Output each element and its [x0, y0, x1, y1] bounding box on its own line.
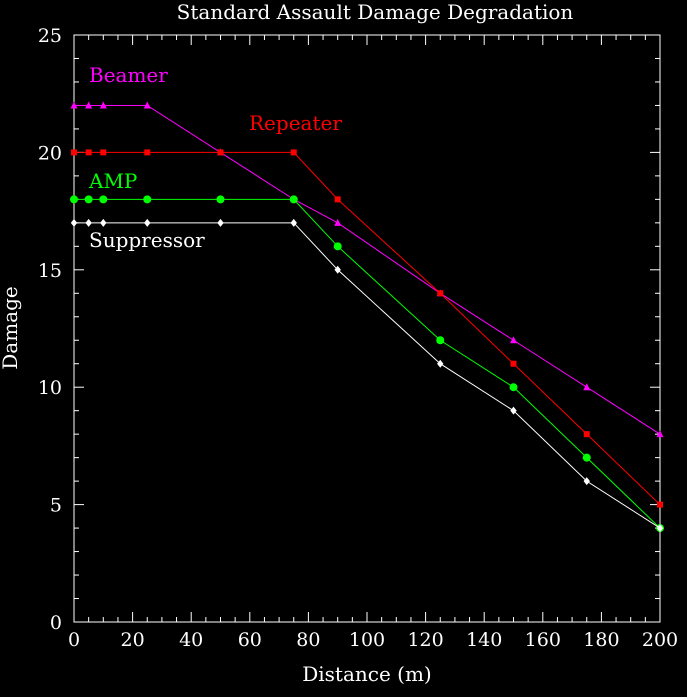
- series-amp: [70, 195, 664, 533]
- data-point-suppressor: [217, 218, 224, 227]
- data-point-beamer: [583, 383, 591, 391]
- x-tick-label: 160: [525, 629, 561, 651]
- data-point-suppressor: [656, 524, 664, 533]
- data-point-beamer: [85, 101, 93, 109]
- y-tick-label: 25: [38, 25, 62, 47]
- x-tick-label: 200: [642, 629, 678, 651]
- x-tick-label: 80: [296, 629, 320, 651]
- data-point-repeater: [437, 290, 444, 297]
- data-point-amp: [70, 195, 78, 204]
- data-point-suppressor: [510, 406, 517, 415]
- data-point-repeater: [144, 149, 151, 156]
- y-tick-label: 20: [38, 142, 62, 164]
- data-point-amp: [143, 195, 152, 204]
- x-tick-label: 120: [407, 629, 443, 651]
- data-point-suppressor: [334, 265, 341, 274]
- data-point-amp: [289, 195, 298, 204]
- data-point-beamer: [99, 101, 107, 109]
- data-point-repeater: [290, 149, 297, 156]
- data-point-amp: [509, 383, 518, 392]
- legend-label-beamer: Beamer: [89, 63, 168, 87]
- data-point-beamer: [510, 336, 517, 344]
- data-point-suppressor: [144, 218, 151, 227]
- legend-label-suppressor: Suppressor: [89, 228, 205, 252]
- x-tick-label: 180: [583, 629, 619, 651]
- data-point-suppressor: [70, 218, 78, 227]
- data-point-amp: [436, 336, 445, 345]
- data-point-repeater: [217, 149, 224, 156]
- data-point-repeater: [583, 431, 590, 438]
- y-tick-label: 15: [38, 260, 62, 282]
- data-point-repeater: [657, 501, 663, 508]
- x-tick-label: 20: [121, 629, 145, 651]
- data-point-suppressor: [85, 218, 92, 227]
- data-point-beamer: [143, 101, 151, 109]
- series-suppressor: [70, 218, 664, 533]
- data-point-suppressor: [583, 477, 590, 486]
- data-point-amp: [84, 195, 93, 204]
- data-point-amp: [99, 195, 108, 204]
- x-tick-label: 140: [466, 629, 502, 651]
- data-point-repeater: [71, 149, 77, 156]
- y-tick-label: 5: [50, 495, 62, 517]
- data-point-beamer: [334, 218, 342, 226]
- x-tick-label: 40: [179, 629, 203, 651]
- y-axis-label: Damage: [0, 286, 22, 370]
- data-point-amp: [333, 242, 342, 251]
- series-repeater: [71, 149, 663, 508]
- x-tick-label: 60: [238, 629, 262, 651]
- data-point-beamer: [656, 430, 664, 438]
- x-tick-label: 0: [68, 629, 80, 651]
- data-point-repeater: [510, 360, 517, 367]
- x-axis-label: Distance (m): [302, 662, 432, 686]
- data-point-suppressor: [100, 218, 107, 227]
- data-point-suppressor: [290, 218, 297, 227]
- data-point-repeater: [334, 196, 341, 203]
- x-tick-label: 100: [349, 629, 385, 651]
- data-point-amp: [582, 453, 591, 462]
- data-point-beamer: [70, 101, 78, 109]
- legend-labels: Beamer Repeater AMP Suppressor: [88, 63, 342, 252]
- data-point-repeater: [85, 149, 92, 156]
- data-point-repeater: [100, 149, 107, 156]
- legend-label-repeater: Repeater: [249, 111, 342, 135]
- axis-ticks: 0 20 40 60 80 100 120 140 160 180 200 0 5 10 15 20 25: [38, 25, 678, 651]
- series-layer: [70, 101, 664, 533]
- chart-title: Standard Assault Damage Degradation: [177, 0, 574, 24]
- y-tick-label: 10: [38, 377, 62, 399]
- data-point-amp: [216, 195, 225, 204]
- data-point-suppressor: [437, 359, 444, 368]
- y-tick-label: 0: [50, 612, 62, 634]
- legend-label-amp: AMP: [88, 169, 137, 193]
